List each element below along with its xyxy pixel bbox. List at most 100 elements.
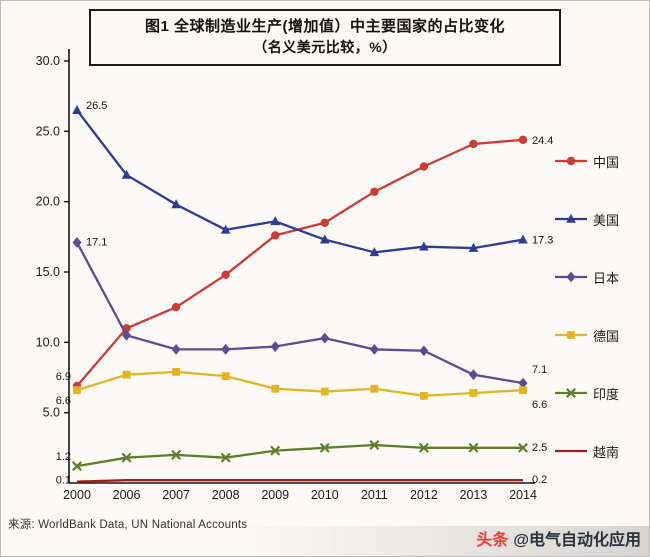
marker-diamond-icon [72,237,82,248]
x-tick-label: 2014 [509,488,537,502]
point-label-usa-first: 26.5 [86,100,107,112]
y-tick-label: 25.0 [36,124,60,138]
legend-marker-india-icon [555,388,587,398]
series-line-germany [76,370,524,397]
marker-square-icon [73,386,81,395]
marker-square-icon [271,384,280,393]
legend-item-japan: 日本 [554,269,620,286]
legend-label-india: 印度 [593,386,620,402]
marker-square-icon [469,389,478,397]
point-label-usa-last: 17.3 [532,235,553,247]
legend-marker-germany-icon [555,331,587,339]
marker-triangle-icon [518,234,528,244]
marker-circle-icon [469,139,478,149]
series-line-china [76,138,524,387]
marker-x-icon [566,388,576,398]
marker-diamond-icon [369,343,379,355]
series-line-vietnam [76,479,523,483]
marker-x-icon [468,442,479,453]
legend-item-india: 印度 [554,385,620,402]
x-tick-label: 2008 [212,488,240,502]
point-label-vietnam-last: 0.2 [532,474,547,486]
marker-diamond-icon [518,377,528,389]
series-line-japan [75,241,524,385]
marker-circle-icon [370,187,379,197]
marker-square-icon [320,387,329,396]
series-line-india [76,443,523,468]
marker-square-icon [172,367,181,376]
chart-title-line2: （名义美元比较，%） [253,39,397,56]
marker-triangle-icon [171,199,181,209]
point-label-india-last: 2.5 [532,442,547,454]
x-tick-label: 2010 [311,488,339,502]
legend-item-vietnam: 越南 [554,443,620,460]
marker-triangle-icon [270,216,281,226]
marker-x-icon [518,442,528,453]
y-tick-label: 30.0 [36,54,60,68]
marker-circle-icon [221,270,230,280]
marker-triangle-icon [468,242,479,252]
legend-label-vietnam: 越南 [593,444,620,460]
chart-title-line1: 图1 全球制造业生产(增加值）中主要国家的占比变化 [144,18,505,35]
point-label-germany-last: 6.6 [532,399,547,411]
legend-label-china: 中国 [593,154,620,170]
point-label-china-last: 24.4 [532,135,553,147]
marker-triangle-icon [220,224,231,234]
marker-x-icon [121,452,132,463]
point-label-japan-first: 17.1 [86,236,107,248]
point-label-japan-last: 7.1 [532,364,547,376]
marker-diamond-icon [270,341,280,352]
x-tick-label: 2006 [113,488,141,502]
marker-circle-icon [566,156,576,166]
marker-triangle-icon [369,247,380,257]
y-tick-label: 5.0 [43,406,60,420]
x-tick-label: 2012 [410,488,438,502]
marker-triangle-icon [566,213,576,223]
marker-x-icon [220,452,231,463]
x-tick-label: 2009 [261,488,289,502]
legend-marker-vietnam-icon [555,449,587,453]
marker-circle-icon [171,302,181,312]
point-label-vietnam-first: 0.1 [56,475,71,487]
point-label-india-first: 1.2 [56,451,71,463]
marker-triangle-icon [72,105,82,115]
series-line-usa [76,109,524,254]
legend-marker-china-icon [555,156,587,166]
marker-square-icon [221,372,230,380]
x-tick-label: 2011 [361,488,388,502]
legend-marker-japan-icon [555,271,587,283]
marker-triangle-icon [319,234,330,244]
marker-circle-icon [419,162,429,171]
y-tick-label: 15.0 [36,265,60,279]
marker-circle-icon [320,218,329,227]
marker-square-icon [519,386,527,395]
x-tick-label: 2007 [162,488,190,502]
y-tick-label: 10.0 [36,335,60,349]
source-note: 来源: WorldBank Data, UN National Accounts [8,519,248,531]
marker-diamond-icon [122,329,132,341]
marker-diamond-icon [468,369,478,381]
marker-square-icon [370,384,379,393]
watermark-handle: @电气自动化应用 [513,531,641,549]
legend-label-germany: 德国 [593,328,620,344]
x-tick-label: 2013 [460,488,488,502]
legend-label-japan: 日本 [593,270,620,286]
watermark: 头条 @电气自动化应用 [476,531,641,550]
marker-diamond-icon [221,343,231,355]
legend-item-china: 中国 [554,153,620,170]
legend-label-usa: 美国 [593,212,620,228]
toutiao-logo: 头条 [476,531,509,549]
marker-square-icon [567,331,575,339]
point-label-china-first: 6.9 [56,371,71,383]
marker-diamond-icon [419,345,429,357]
legend-item-usa: 美国 [554,211,620,228]
legend-item-germany: 德国 [554,327,620,344]
marker-diamond-icon [566,271,576,283]
marker-x-icon [171,449,182,460]
y-tick-label: 20.0 [36,195,60,209]
marker-x-icon [418,442,429,453]
marker-x-icon [319,442,330,453]
marker-x-icon [369,440,380,450]
